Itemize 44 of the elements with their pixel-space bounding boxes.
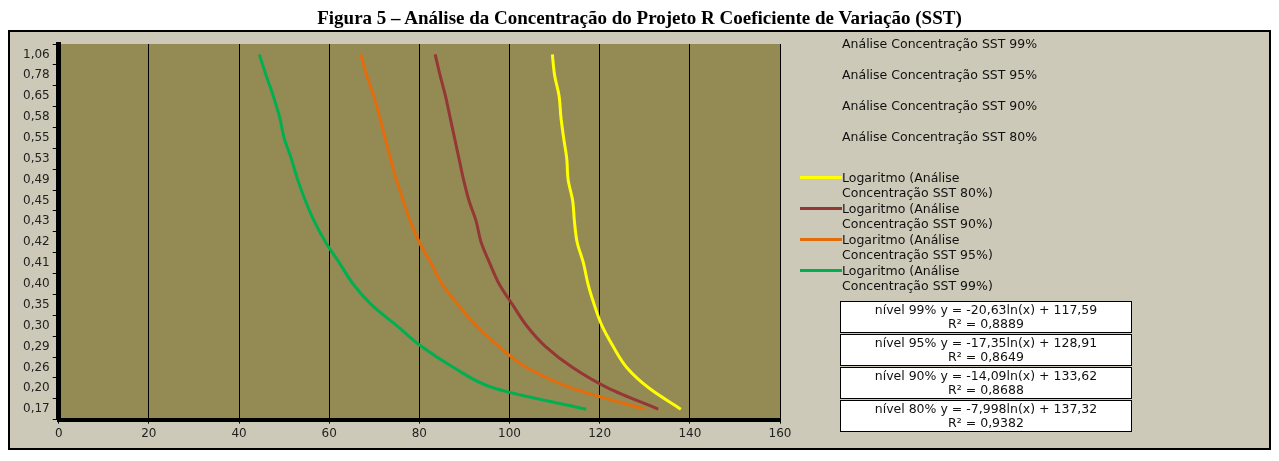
y-tick-label: 1,06 xyxy=(23,46,50,61)
x-tick-label: 160 xyxy=(768,425,792,440)
text: R² = 0,8889 xyxy=(948,316,1025,331)
y-tick-label: 0,45 xyxy=(23,192,50,207)
y-tick-label: 0,30 xyxy=(23,317,50,332)
x-tick-label: 80 xyxy=(411,425,427,440)
text: R² = 0,9382 xyxy=(948,415,1025,430)
x-tick-label: 0 xyxy=(54,425,63,440)
x-tick-label: 120 xyxy=(588,425,612,440)
chart-title: Figura 5 – Análise da Concentração do Projeto R Coeficiente de Variação (SST) xyxy=(316,7,963,30)
text: nível 99% y = -20,63ln(x) + 117,59 xyxy=(873,302,1099,317)
x-tick-label: 20 xyxy=(141,425,157,440)
legend-label: Logaritmo (Análise Concentração SST 95%) xyxy=(842,232,994,262)
y-tick-label: 0,17 xyxy=(23,401,50,416)
text: Análise Concentração SST 90% xyxy=(841,98,1039,115)
y-tick-label: 0,53 xyxy=(23,150,50,165)
text: nível 80% y = -7,998ln(x) + 137,32 xyxy=(873,401,1099,416)
y-tick-label: 0,65 xyxy=(23,88,50,103)
y-tick-label: 0,41 xyxy=(23,255,50,270)
y-tick-label: 0,49 xyxy=(23,171,50,186)
legend-label: Logaritmo (Análise Concentração SST 80%) xyxy=(842,170,994,200)
y-tick-label: 0,29 xyxy=(23,338,50,353)
text: R² = 0,8649 xyxy=(948,349,1025,364)
y-tick-label: 0,26 xyxy=(23,359,50,374)
text: R² = 0,8688 xyxy=(948,382,1025,397)
legend-label: Logaritmo (Análise Concentração SST 99%) xyxy=(842,263,994,293)
text: Análise Concentração SST 99% xyxy=(841,36,1039,53)
y-tick-label: 0,43 xyxy=(23,213,50,228)
y-tick-label: 0,55 xyxy=(23,130,50,145)
y-tick-label: 0,42 xyxy=(23,234,50,249)
y-tick-label: 0,58 xyxy=(23,109,50,124)
y-tick-label: 0,35 xyxy=(23,296,50,311)
legend-label: Logaritmo (Análise Concentração SST 90%) xyxy=(842,201,994,231)
y-tick-label: 0,78 xyxy=(23,67,50,82)
x-tick-label: 100 xyxy=(498,425,521,440)
text: Análise Concentração SST 95% xyxy=(841,67,1039,84)
text: nível 90% y = -14,09ln(x) + 133,62 xyxy=(873,368,1099,383)
x-tick-label: 140 xyxy=(678,425,702,440)
x-tick-label: 40 xyxy=(231,425,247,440)
x-tick-label: 60 xyxy=(321,425,337,440)
text: Análise Concentração SST 80% xyxy=(841,129,1039,146)
y-tick-label: 0,20 xyxy=(23,380,50,395)
y-tick-label: 0,40 xyxy=(23,276,50,291)
text: nível 95% y = -17,35ln(x) + 128,91 xyxy=(873,335,1099,350)
